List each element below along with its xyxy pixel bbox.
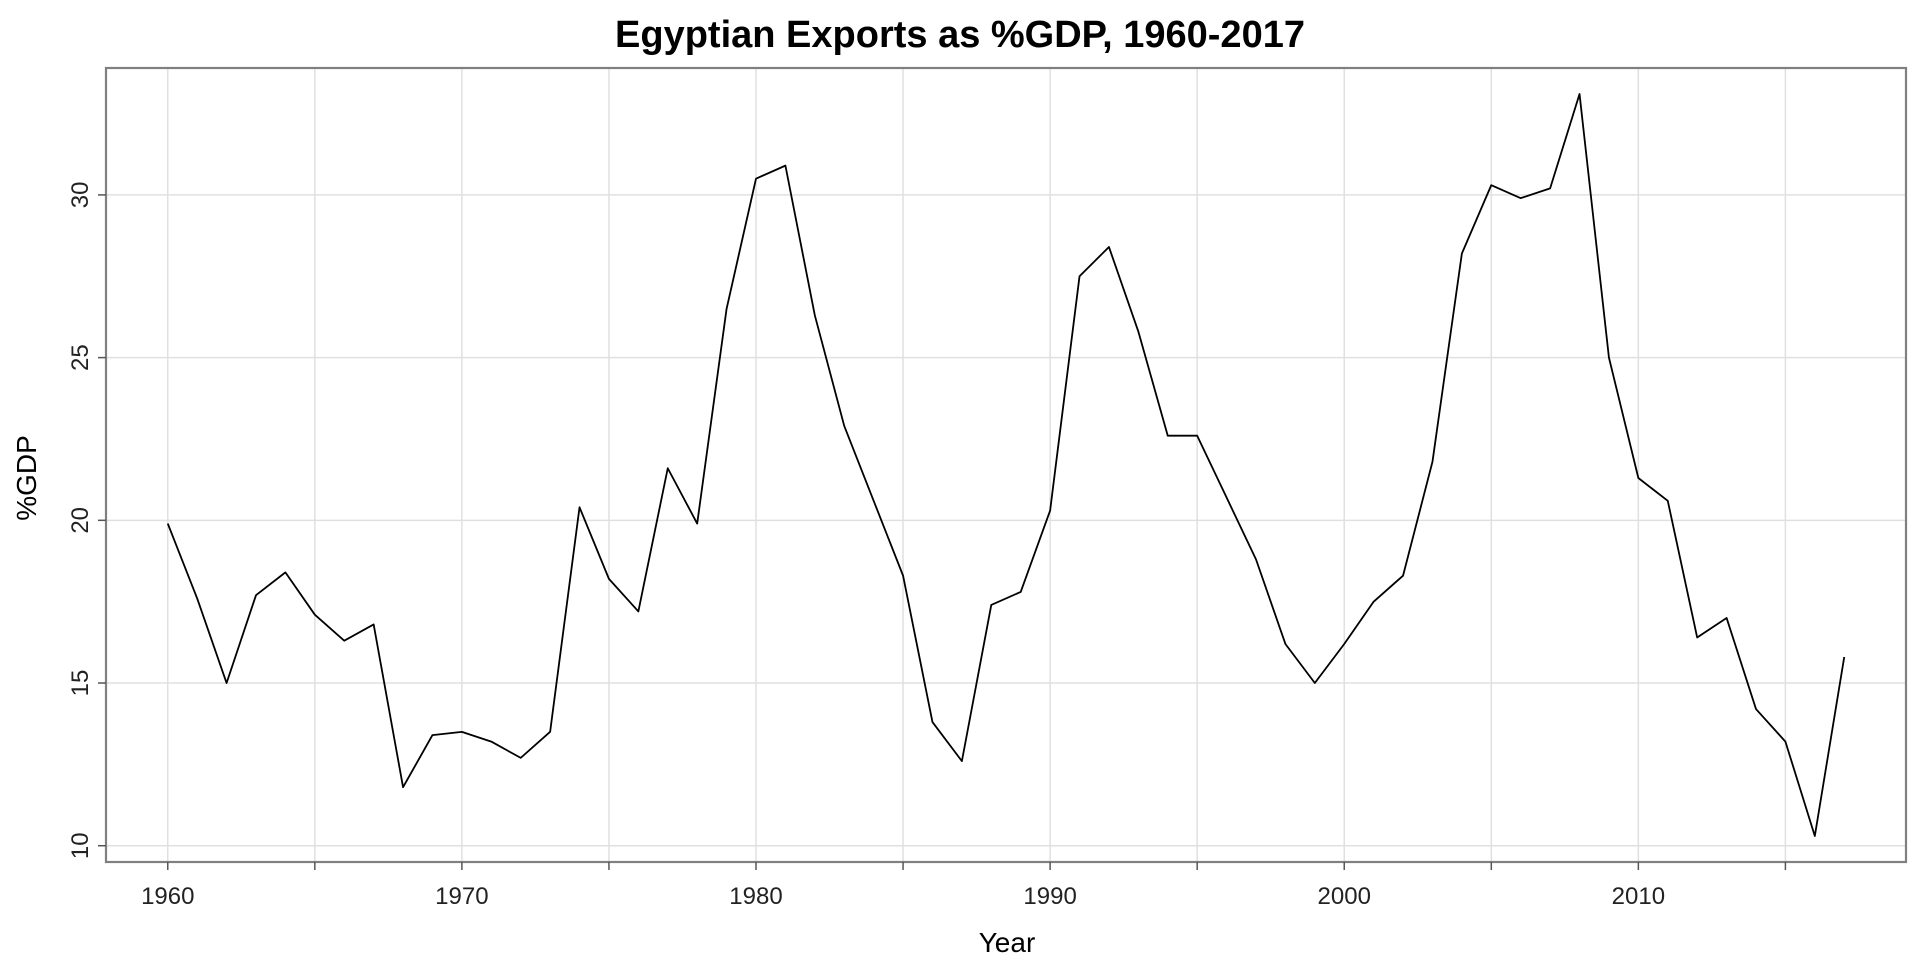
y-tick-label: 15 (67, 670, 94, 697)
x-tick-label: 2000 (1318, 883, 1371, 910)
series-line (166, 93, 1846, 837)
x-tick-label: 1980 (729, 883, 782, 910)
axis-ticks (98, 194, 1787, 870)
x-axis-tick-labels: 1960 1970 1980 1990 2000 2010 (141, 883, 1665, 910)
plot-frame (104, 66, 1908, 864)
y-tick-label: 20 (67, 507, 94, 534)
y-axis-label: %GDP (11, 435, 42, 521)
x-axis-label: Year (979, 927, 1036, 958)
x-tick-label: 1990 (1023, 883, 1076, 910)
y-tick-label: 25 (67, 344, 94, 371)
y-tick-label: 30 (67, 182, 94, 209)
series-layer (166, 93, 1846, 837)
grid (106, 68, 1906, 862)
x-tick-label: 1960 (141, 883, 194, 910)
chart-title: Egyptian Exports as %GDP, 1960-2017 (615, 14, 1305, 56)
x-tick-label: 2010 (1612, 883, 1665, 910)
x-tick-label: 1970 (435, 883, 488, 910)
y-tick-label: 10 (67, 832, 94, 859)
y-axis-tick-labels: 10 15 20 25 30 (67, 182, 94, 860)
